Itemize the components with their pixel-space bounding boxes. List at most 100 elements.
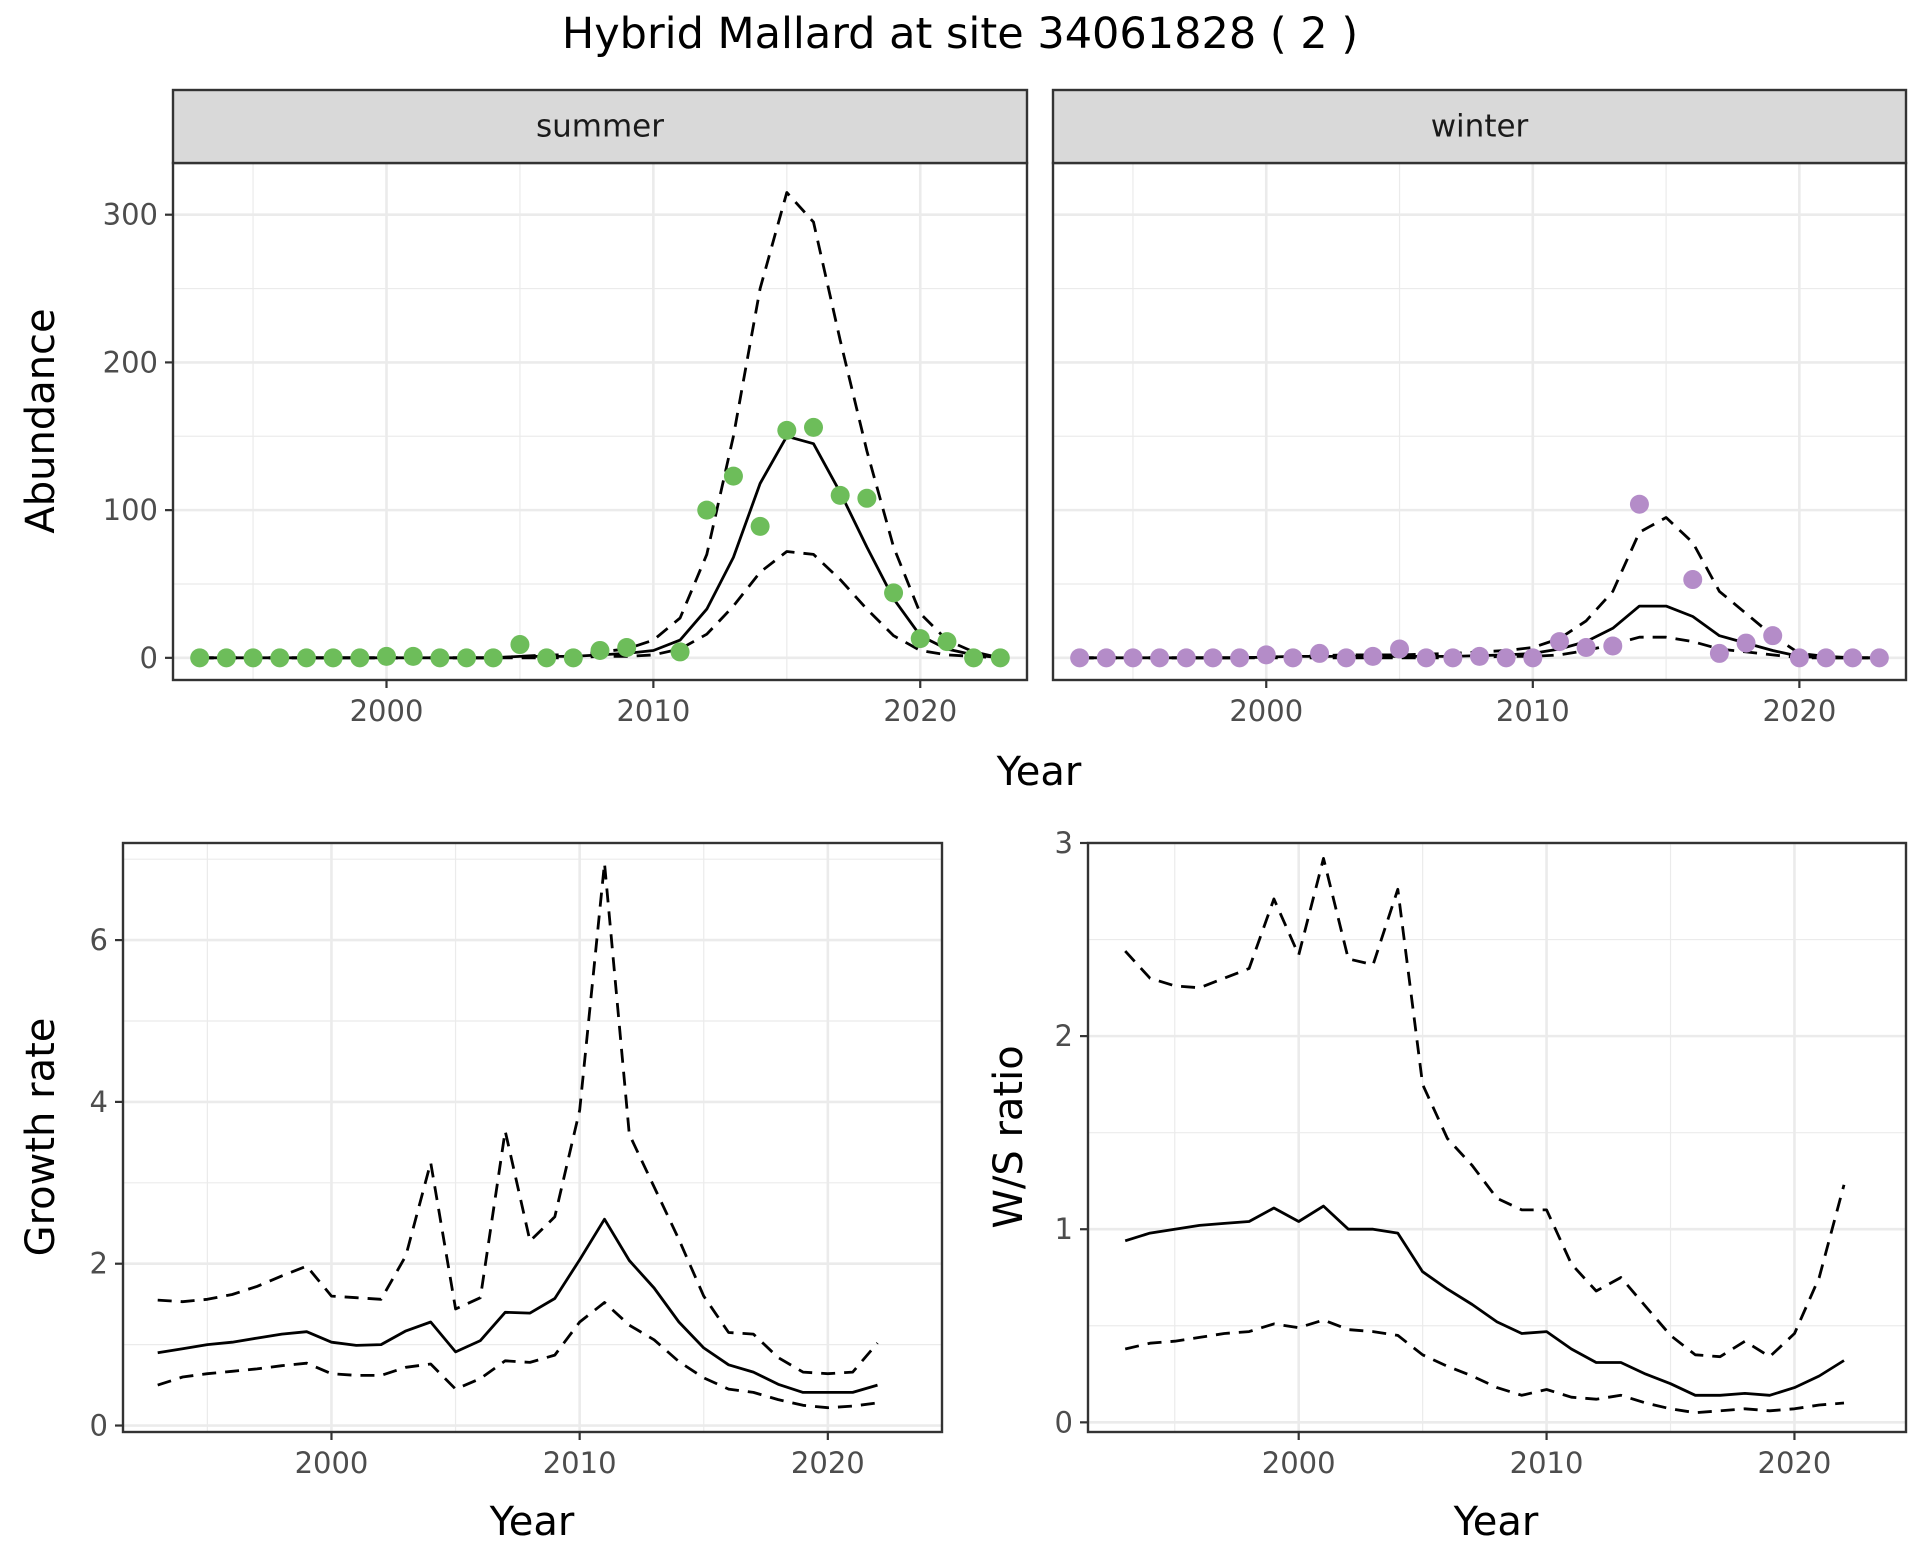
ratio-y-tick-label: 1 — [1055, 1212, 1073, 1246]
abundance-summer-y-tick-label: 200 — [103, 345, 158, 379]
ratio-x-tick-label: 2020 — [1758, 1446, 1832, 1480]
abundance-y-axis-title: Abundance — [18, 308, 64, 533]
ratio-panel: 2000 2010 2020 0 1 2 3 — [1055, 826, 1908, 1480]
growth-x-tick-label: 2010 — [543, 1446, 617, 1480]
growth-y-tick-label: 0 — [90, 1409, 108, 1443]
ratio-x-tick-label: 2000 — [1262, 1446, 1336, 1480]
ratio-upper-line — [1124, 857, 1846, 1359]
growth-x-tick-label: 2000 — [295, 1446, 369, 1480]
abundance-winter-x-tick-label: 2020 — [1762, 694, 1836, 728]
abundance-summer-data-point — [537, 648, 557, 668]
abundance-winter-data-point — [1709, 643, 1729, 663]
growth-panel: 2000 2010 2020 0 2 4 6 — [90, 841, 944, 1480]
abundance-summer-data-point — [243, 648, 263, 668]
abundance-summer-data-point — [457, 648, 477, 668]
abundance-summer-data-point — [510, 635, 530, 655]
abundance-summer-data-point — [403, 646, 423, 666]
abundance-summer-data-point — [617, 638, 637, 658]
growth-y-tick-label: 6 — [90, 923, 108, 957]
abundance-summer-data-point — [323, 648, 343, 668]
abundance-summer-data-point — [750, 516, 770, 536]
abundance-summer-y-tick-label: 300 — [103, 198, 158, 232]
abundance-summer-data-point — [804, 417, 823, 437]
abundance-winter-data-point — [1843, 648, 1863, 668]
abundance-summer-data-point — [350, 648, 370, 668]
abundance-summer-data-point — [990, 648, 1010, 668]
abundance-summer-data-point — [964, 648, 984, 668]
abundance-winter-data-point — [1256, 645, 1276, 665]
growth-x-axis-title: Year — [489, 1499, 575, 1545]
abundance-x-axis-title: Year — [996, 749, 1082, 795]
abundance-summer-data-point — [857, 488, 877, 508]
abundance-summer-facet-strip — [171, 88, 1029, 165]
abundance-winter-panel: 2000 2010 2020 winter — [1051, 88, 1908, 728]
abundance-winter-data-point — [1470, 646, 1489, 666]
abundance-winter-data-point — [1150, 648, 1170, 668]
abundance-winter-data-point — [1789, 648, 1809, 668]
abundance-summer-data-point — [830, 485, 850, 505]
abundance-winter-data-point — [1363, 646, 1383, 666]
abundance-summer-data-point — [884, 583, 904, 603]
abundance-winter-data-point — [1070, 648, 1090, 668]
abundance-winter-data-point — [1096, 648, 1116, 668]
growth-y-axis-title: Growth rate — [18, 1018, 64, 1257]
abundance-summer-x-tick-label: 2000 — [350, 694, 424, 728]
abundance-summer-data-point — [777, 420, 797, 440]
ratio-fit-line — [1124, 1204, 1845, 1397]
abundance-summer-x-tick-label: 2020 — [883, 694, 957, 728]
ratio-y-tick-label: 2 — [1055, 1019, 1073, 1053]
abundance-winter-data-point — [1816, 648, 1836, 668]
growth-upper-line — [157, 861, 879, 1376]
ratio-y-tick-label: 0 — [1055, 1405, 1073, 1439]
growth-x-tick-label: 2020 — [791, 1446, 865, 1480]
abundance-winter-data-point — [1629, 494, 1649, 514]
abundance-summer-data-point — [670, 642, 690, 662]
abundance-winter-data-point — [1416, 648, 1436, 668]
abundance-summer-data-point — [216, 648, 236, 668]
ratio-x-axis-title: Year — [1453, 1499, 1539, 1545]
abundance-summer-data-point — [483, 648, 503, 668]
abundance-winter-data-point — [1869, 648, 1889, 668]
abundance-summer-data-point — [377, 646, 396, 666]
abundance-winter-data-point — [1443, 648, 1463, 668]
abundance-winter-data-point — [1336, 648, 1356, 668]
abundance-winter-x-tick-label: 2000 — [1229, 694, 1303, 728]
abundance-summer-data-point — [270, 648, 290, 668]
abundance-winter-data-point — [1390, 639, 1410, 659]
abundance-summer-data-point — [723, 466, 743, 486]
abundance-winter-data-point — [1176, 648, 1196, 668]
abundance-winter-data-point — [1549, 632, 1569, 652]
abundance-summer-data-point — [697, 500, 717, 520]
abundance-winter-data-point — [1283, 648, 1303, 668]
abundance-winter-data-point — [1203, 648, 1223, 668]
abundance-winter-data-point — [1310, 643, 1330, 663]
abundance-summer-x-tick-label: 2010 — [616, 694, 690, 728]
abundance-winter-data-point — [1683, 570, 1703, 590]
abundance-winter-data-point — [1603, 636, 1623, 656]
abundance-summer-data-point — [937, 632, 957, 652]
abundance-summer-data-point — [563, 648, 583, 668]
abundance-winter-data-point — [1576, 638, 1596, 658]
abundance-winter-data-point — [1763, 626, 1783, 646]
abundance-summer-y-tick-label: 0 — [140, 641, 158, 675]
growth-y-tick-label: 2 — [90, 1247, 108, 1281]
abundance-summer-y-tick-label: 100 — [103, 493, 158, 527]
growth-panel-border — [121, 841, 944, 1434]
abundance-winter-data-point — [1496, 648, 1516, 668]
abundance-summer-data-point — [190, 648, 210, 668]
figure-title: Hybrid Mallard at site 34061828 ( 2 ) — [562, 9, 1358, 59]
growth-lower-line — [157, 1301, 878, 1410]
abundance-summer-facet-label: summer — [536, 109, 664, 145]
abundance-summer-lower-line — [199, 550, 1001, 660]
abundance-winter-data-point — [1123, 648, 1143, 668]
ratio-x-tick-label: 2010 — [1510, 1446, 1584, 1480]
ratio-y-axis-title: W/S ratio — [986, 1045, 1032, 1228]
abundance-winter-x-tick-label: 2010 — [1496, 694, 1570, 728]
abundance-summer-data-point — [430, 648, 450, 668]
abundance-summer-upper-line — [199, 191, 1001, 660]
ratio-panel-border — [1086, 841, 1908, 1434]
abundance-summer-panel: 2000 2010 2020 0 100 200 300 summer — [103, 88, 1029, 728]
abundance-summer-data-point — [296, 648, 316, 668]
